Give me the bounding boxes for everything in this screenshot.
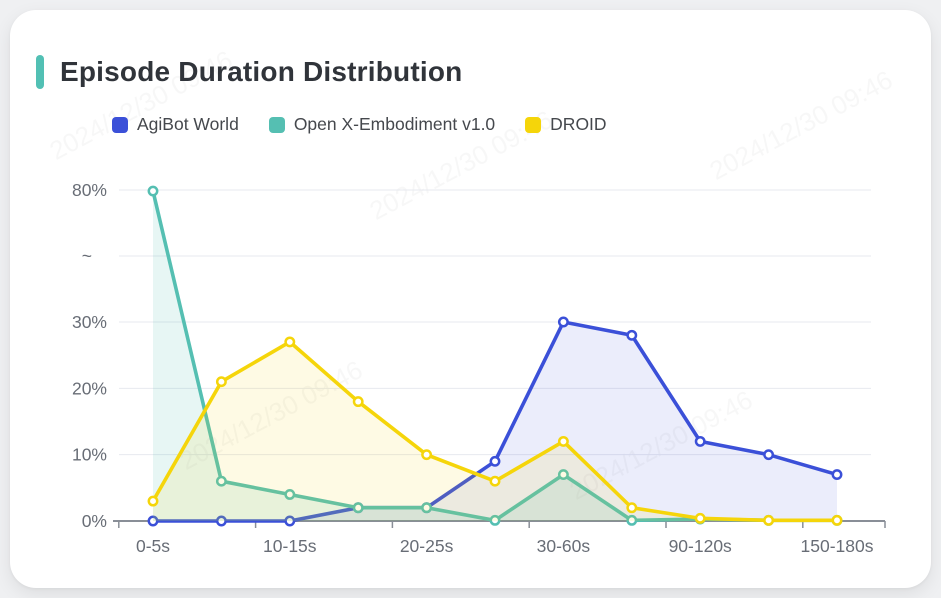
data-point[interactable] <box>421 449 433 461</box>
y-axis-break-symbol: ~ <box>82 246 92 266</box>
data-point[interactable] <box>215 475 227 487</box>
x-axis-label: 30-60s <box>537 536 591 556</box>
y-axis-label: 30% <box>72 312 107 332</box>
series-area-agibot-world <box>153 322 837 521</box>
x-axis-label: 90-120s <box>669 536 732 556</box>
data-point[interactable] <box>147 495 159 507</box>
data-point[interactable] <box>352 502 364 514</box>
data-point[interactable] <box>352 396 364 408</box>
y-axis-label: 0% <box>82 511 107 531</box>
title-row: Episode Duration Distribution <box>36 54 462 90</box>
y-axis-label: 20% <box>72 378 107 398</box>
legend-swatch-icon <box>525 116 542 133</box>
legend-item-droid[interactable]: DROID <box>525 114 607 135</box>
x-axis-label: 20-25s <box>400 536 454 556</box>
data-point[interactable] <box>763 514 775 526</box>
data-point[interactable] <box>284 515 296 527</box>
legend-label: Open X-Embodiment v1.0 <box>293 114 496 134</box>
data-point[interactable] <box>763 449 775 461</box>
data-point[interactable] <box>626 329 638 341</box>
data-point[interactable] <box>626 514 638 526</box>
legend-swatch-icon <box>268 116 285 133</box>
chart-legend: AgiBot World Open X-Embodiment v1.0 DROID <box>112 114 607 135</box>
data-point[interactable] <box>489 455 501 467</box>
data-point[interactable] <box>284 489 296 500</box>
data-point[interactable] <box>694 512 706 524</box>
data-point[interactable] <box>489 514 501 526</box>
data-point[interactable] <box>557 316 569 328</box>
data-point[interactable] <box>489 475 501 487</box>
y-axis-label: 80% <box>72 180 107 200</box>
series-area-droid <box>153 341 837 521</box>
data-point[interactable] <box>694 435 706 447</box>
legend-item-open-x-embodiment-v1-0[interactable]: Open X-Embodiment v1.0 <box>268 114 496 135</box>
x-axis-label: 0-5s <box>136 536 170 556</box>
data-point[interactable] <box>831 469 843 481</box>
data-point[interactable] <box>147 515 159 527</box>
legend-label: DROID <box>550 114 607 134</box>
data-point[interactable] <box>831 514 843 526</box>
legend-item-agibot-world[interactable]: AgiBot World <box>112 114 239 135</box>
data-point[interactable] <box>557 435 569 447</box>
data-point[interactable] <box>147 185 159 197</box>
legend-swatch-icon <box>112 116 128 133</box>
data-point[interactable] <box>284 336 296 348</box>
page-title: Episode Duration Distribution <box>60 56 463 87</box>
chart-card <box>10 10 931 588</box>
x-axis-label: 150-180s <box>801 536 874 556</box>
y-axis-label: 10% <box>72 445 107 465</box>
data-point[interactable] <box>215 515 227 527</box>
title-accent-bar <box>36 55 44 89</box>
legend-label: AgiBot World <box>137 114 239 134</box>
data-point[interactable] <box>626 502 638 514</box>
x-axis-label: 10-15s <box>263 536 317 556</box>
series-area-open-x-embodiment-v1-0 <box>153 191 837 521</box>
data-point[interactable] <box>557 469 569 481</box>
data-point[interactable] <box>421 502 433 514</box>
data-point[interactable] <box>215 376 227 388</box>
